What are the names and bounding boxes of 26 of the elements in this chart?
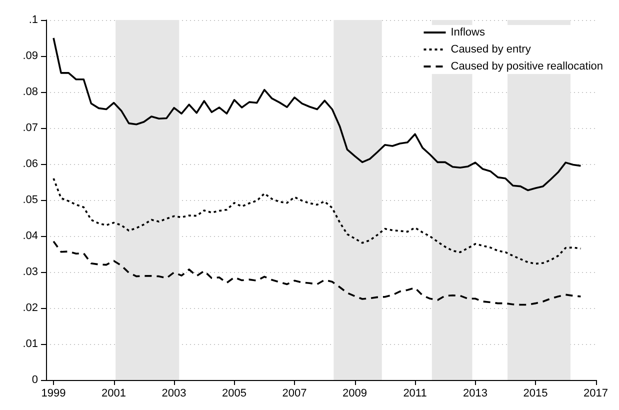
x-tick-label: 2013 (463, 388, 488, 400)
line-series (52, 178, 582, 265)
x-tick-label: 2001 (102, 388, 126, 400)
x-tick-label: 2011 (403, 388, 427, 400)
y-tick-label: .02 (22, 302, 38, 314)
line-series (52, 240, 582, 306)
y-tick-label: .07 (22, 122, 38, 134)
y-tick-label: .1 (28, 14, 38, 26)
y-tick-label: .08 (22, 86, 38, 98)
legend-label: Caused by positive reallocation (450, 60, 604, 72)
legend-label: Caused by entry (450, 44, 532, 56)
y-tick-label: .03 (22, 266, 38, 278)
y-tick-label: .04 (22, 230, 38, 242)
x-tick-label: 1999 (41, 388, 66, 400)
x-tick-label: 2005 (222, 388, 247, 400)
x-tick-label: 2015 (523, 388, 548, 400)
y-tick-label: 0 (32, 374, 38, 386)
y-tick-label: .09 (22, 50, 38, 62)
x-tick-label: 2007 (282, 388, 307, 400)
x-tick-label: 2009 (342, 388, 368, 400)
y-tick-label: .01 (22, 338, 38, 350)
legend-label: Inflows (450, 26, 486, 38)
x-tick-label: 2017 (584, 388, 608, 400)
y-tick-label: .06 (22, 158, 38, 170)
x-tick-label: 2003 (162, 388, 186, 400)
y-tick-label: .05 (22, 194, 38, 206)
